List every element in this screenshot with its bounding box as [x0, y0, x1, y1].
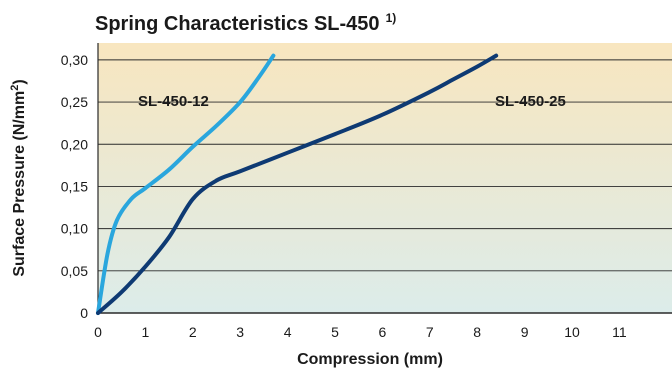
y-axis-label-main: Surface Pressure (N/mm: [11, 91, 28, 277]
x-tick-label: 9: [521, 324, 529, 340]
x-tick-label: 4: [284, 324, 292, 340]
y-axis-label-superscript: 2: [9, 85, 21, 91]
y-tick-label: 0,10: [61, 221, 88, 237]
y-tick-label: 0: [80, 305, 88, 321]
y-tick-label: 0,30: [61, 52, 88, 68]
x-tick-label: 7: [426, 324, 434, 340]
y-tick-label: 0,25: [61, 94, 88, 110]
x-tick-label: 1: [142, 324, 150, 340]
y-axis-label-suffix: ): [11, 79, 28, 84]
series-line-sl-450-12: [96, 53, 276, 315]
x-axis-ticks: 0 1 2 3 4 5 6 7 8 9 10 11: [94, 324, 627, 340]
chart-title-superscript: 1): [386, 11, 397, 25]
series-label-sl-450-25: SL-450-25: [495, 93, 566, 110]
y-axis-label: Surface Pressure (N/mm2): [9, 79, 28, 276]
plot-area: [98, 43, 672, 313]
x-tick-label: 2: [189, 324, 197, 340]
x-tick-label: 3: [236, 324, 244, 340]
x-tick-label: 5: [331, 324, 339, 340]
y-axis-ticks: 0 0,05 0,10 0,15 0,20 0,25 0,30: [61, 52, 88, 321]
chart-title-main: Spring Characteristics SL-450: [95, 13, 380, 35]
x-tick-label: 11: [612, 324, 627, 340]
x-tick-label: 0: [94, 324, 102, 340]
x-tick-label: 10: [564, 324, 580, 340]
series-line-sl-450-25: [96, 53, 499, 315]
y-tick-label: 0,15: [61, 178, 88, 194]
series-layer: [96, 53, 499, 315]
y-tick-label: 0,05: [61, 263, 88, 279]
x-axis-label: Compression (mm): [297, 351, 443, 368]
chart-title: Spring Characteristics SL-450 1): [95, 11, 396, 35]
x-tick-label: 6: [379, 324, 387, 340]
x-tick-label: 8: [473, 324, 481, 340]
y-tick-label: 0,20: [61, 136, 88, 152]
series-label-sl-450-12: SL-450-12: [138, 93, 209, 110]
